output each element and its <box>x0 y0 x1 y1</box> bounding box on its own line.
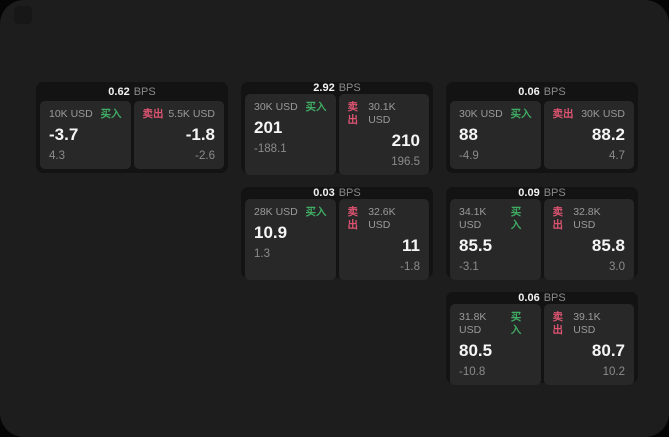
buy-panel[interactable]: 34.1K USD 买入 85.5 -3.1 <box>450 199 541 280</box>
sell-panel[interactable]: 卖出 32.8K USD 85.8 3.0 <box>543 199 634 280</box>
bps-label: BPS <box>338 187 361 199</box>
sell-panel[interactable]: 卖出 30.1K USD 210 196.5 <box>338 94 429 175</box>
buy-side-label: 买入 <box>510 108 532 120</box>
buy-sub-value: -10.8 <box>459 366 486 378</box>
sell-sub-value: 3.0 <box>609 261 625 273</box>
buy-panel[interactable]: 30K USD 买入 201 -188.1 <box>245 94 336 175</box>
bps-label: BPS <box>543 85 566 98</box>
bps-label: BPS <box>543 187 566 199</box>
sell-sub-value: 196.5 <box>391 156 420 168</box>
quote-card-6: 0.06 BPS 31.8K USD 买入 80.5 -10.8 卖出 39.1… <box>446 292 638 385</box>
bps-header: 0.62 BPS <box>36 82 228 101</box>
quote-cards-grid: 0.62 BPS 10K USD 买入 -3.7 4.3 卖出 5.5K USD <box>36 82 638 385</box>
sell-sub-value: 4.7 <box>609 150 625 162</box>
quote-panels: 30K USD 买入 88 -4.9 卖出 30K USD 88.2 4.7 <box>446 101 638 173</box>
sell-panel[interactable]: 卖出 30K USD 88.2 4.7 <box>543 101 634 169</box>
buy-panel[interactable]: 10K USD 买入 -3.7 4.3 <box>40 101 131 169</box>
bps-value: 0.03 <box>313 187 335 199</box>
sell-price: 88.2 <box>591 125 625 144</box>
buy-amount: 34.1K USD <box>459 206 487 231</box>
buy-amount: 30K USD <box>254 101 298 113</box>
bps-label: BPS <box>133 85 156 98</box>
buy-price: 80.5 <box>459 341 493 360</box>
quote-panels: 28K USD 买入 10.9 1.3 卖出 32.6K USD 11 -1.8 <box>241 199 433 284</box>
quote-panels: 10K USD 买入 -3.7 4.3 卖出 5.5K USD -1.8 -2.… <box>36 101 228 173</box>
buy-sub-value: -3.1 <box>459 261 479 273</box>
buy-amount: 31.8K USD <box>459 311 487 336</box>
buy-sub-value: 1.3 <box>254 248 270 260</box>
sell-sub-value: -1.8 <box>400 261 420 273</box>
sell-side-label: 卖出 <box>552 206 564 231</box>
sell-price: 210 <box>391 131 420 150</box>
bps-header: 0.09 BPS <box>446 187 638 199</box>
sell-price: 85.8 <box>591 236 625 255</box>
buy-side-label: 买入 <box>305 206 327 218</box>
buy-price: 201 <box>254 118 283 137</box>
bps-value: 2.92 <box>313 82 335 94</box>
buy-sub-value: 4.3 <box>49 150 65 162</box>
quote-card-3: 0.06 BPS 30K USD 买入 88 -4.9 卖出 30K USD <box>446 82 638 173</box>
bps-header: 0.06 BPS <box>446 82 638 101</box>
buy-price: 88 <box>459 125 478 144</box>
sell-sub-value: -2.6 <box>195 150 215 162</box>
buy-side-label: 买入 <box>510 206 522 231</box>
buy-side-label: 买入 <box>510 311 522 336</box>
sell-price: 11 <box>402 236 420 255</box>
app-menu-icon[interactable] <box>14 6 32 24</box>
sell-panel[interactable]: 卖出 5.5K USD -1.8 -2.6 <box>133 101 224 169</box>
bps-label: BPS <box>338 82 361 94</box>
bps-header: 0.06 BPS <box>446 292 638 304</box>
quote-panels: 30K USD 买入 201 -188.1 卖出 30.1K USD 210 1… <box>241 94 433 179</box>
bps-value: 0.09 <box>518 187 540 199</box>
sell-side-label: 卖出 <box>552 311 564 336</box>
buy-amount: 28K USD <box>254 206 298 218</box>
sell-side-label: 卖出 <box>347 206 359 231</box>
sell-amount: 39.1K USD <box>573 311 601 336</box>
bps-header: 0.03 BPS <box>241 187 433 199</box>
buy-price: -3.7 <box>49 125 79 144</box>
sell-panel[interactable]: 卖出 39.1K USD 80.7 10.2 <box>543 304 634 385</box>
sell-amount: 30K USD <box>581 108 625 120</box>
buy-amount: 30K USD <box>459 108 503 120</box>
buy-panel[interactable]: 28K USD 买入 10.9 1.3 <box>245 199 336 280</box>
quote-panels: 31.8K USD 买入 80.5 -10.8 卖出 39.1K USD 80.… <box>446 304 638 389</box>
bps-value: 0.06 <box>518 292 540 304</box>
bps-header: 2.92 BPS <box>241 82 433 94</box>
bps-value: 0.06 <box>518 85 540 98</box>
sell-amount: 5.5K USD <box>168 108 215 120</box>
buy-panel[interactable]: 31.8K USD 买入 80.5 -10.8 <box>450 304 541 385</box>
quote-panels: 34.1K USD 买入 85.5 -3.1 卖出 32.8K USD 85.8… <box>446 199 638 284</box>
bps-value: 0.62 <box>108 85 130 98</box>
quote-card-5: 0.09 BPS 34.1K USD 买入 85.5 -3.1 卖出 32.8K… <box>446 187 638 280</box>
quote-card-1: 0.62 BPS 10K USD 买入 -3.7 4.3 卖出 5.5K USD <box>36 82 228 173</box>
sell-price: -1.8 <box>185 125 215 144</box>
sell-panel[interactable]: 卖出 32.6K USD 11 -1.8 <box>338 199 429 280</box>
quote-card-4: 0.03 BPS 28K USD 买入 10.9 1.3 卖出 32.6K US… <box>241 187 433 280</box>
buy-sub-value: -188.1 <box>254 143 287 155</box>
sell-side-label: 卖出 <box>347 101 359 126</box>
sell-side-label: 卖出 <box>552 108 574 120</box>
sell-amount: 30.1K USD <box>368 101 396 126</box>
sell-sub-value: 10.2 <box>602 366 625 378</box>
sell-price: 80.7 <box>591 341 625 360</box>
quote-card-2: 2.92 BPS 30K USD 买入 201 -188.1 卖出 30.1K … <box>241 82 433 175</box>
buy-sub-value: -4.9 <box>459 150 479 162</box>
sell-amount: 32.8K USD <box>573 206 601 231</box>
sell-amount: 32.6K USD <box>368 206 396 231</box>
buy-price: 10.9 <box>254 223 288 242</box>
buy-price: 85.5 <box>459 236 493 255</box>
buy-panel[interactable]: 30K USD 买入 88 -4.9 <box>450 101 541 169</box>
buy-side-label: 买入 <box>100 108 122 120</box>
buy-amount: 10K USD <box>49 108 93 120</box>
bps-label: BPS <box>543 292 566 304</box>
buy-side-label: 买入 <box>305 101 327 113</box>
sell-side-label: 卖出 <box>142 108 164 120</box>
